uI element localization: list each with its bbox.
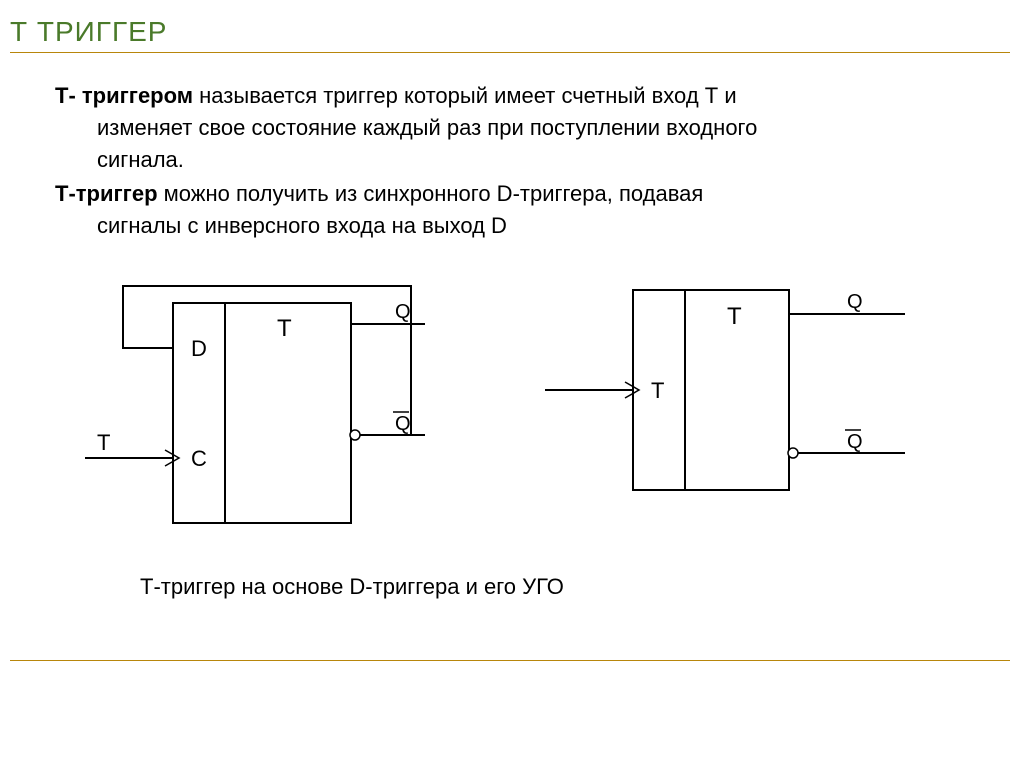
p1-bold: Т- триггером xyxy=(55,83,193,108)
qbar-label: Q xyxy=(847,431,863,453)
paragraph-1: Т- триггером называется триггер который … xyxy=(55,80,975,176)
q-label: Q xyxy=(847,291,863,313)
paragraph-2: Т-триггер можно получить из синхронного … xyxy=(55,178,975,242)
p2-bold: Т-триггер xyxy=(55,181,158,206)
d-label: D xyxy=(191,336,207,361)
title-text: Т ТРИГГЕР xyxy=(10,16,167,47)
title-underline xyxy=(10,52,1010,53)
qbar-label: Q xyxy=(395,413,411,435)
t-pin-label: T xyxy=(651,378,664,403)
diagram-caption: Т-триггер на основе D-триггера и его УГО xyxy=(140,574,564,600)
q-label: Q xyxy=(395,301,411,323)
c-label: C xyxy=(191,446,207,471)
t-block-label: T xyxy=(277,315,292,342)
p1-line2: изменяет свое состояние каждый раз при п… xyxy=(55,112,975,144)
p1-rest1: называется триггер который имеет счетный… xyxy=(193,83,737,108)
diagram-left: D T C T Q Q xyxy=(85,278,445,538)
bottom-rule xyxy=(10,660,1010,661)
t-input-label: T xyxy=(97,430,110,455)
t-block-label: T xyxy=(727,303,742,330)
page-title: Т ТРИГГЕР xyxy=(10,16,167,48)
p2-rest1: можно получить из синхронного D-триггера… xyxy=(158,181,704,206)
diagrams-area: D T C T Q Q T T Q Q xyxy=(0,278,1024,558)
p1-line3: сигнала. xyxy=(55,144,975,176)
diagram-right: T T Q Q xyxy=(545,278,925,508)
p2-line2: сигналы с инверсного входа на выход D xyxy=(55,210,975,242)
